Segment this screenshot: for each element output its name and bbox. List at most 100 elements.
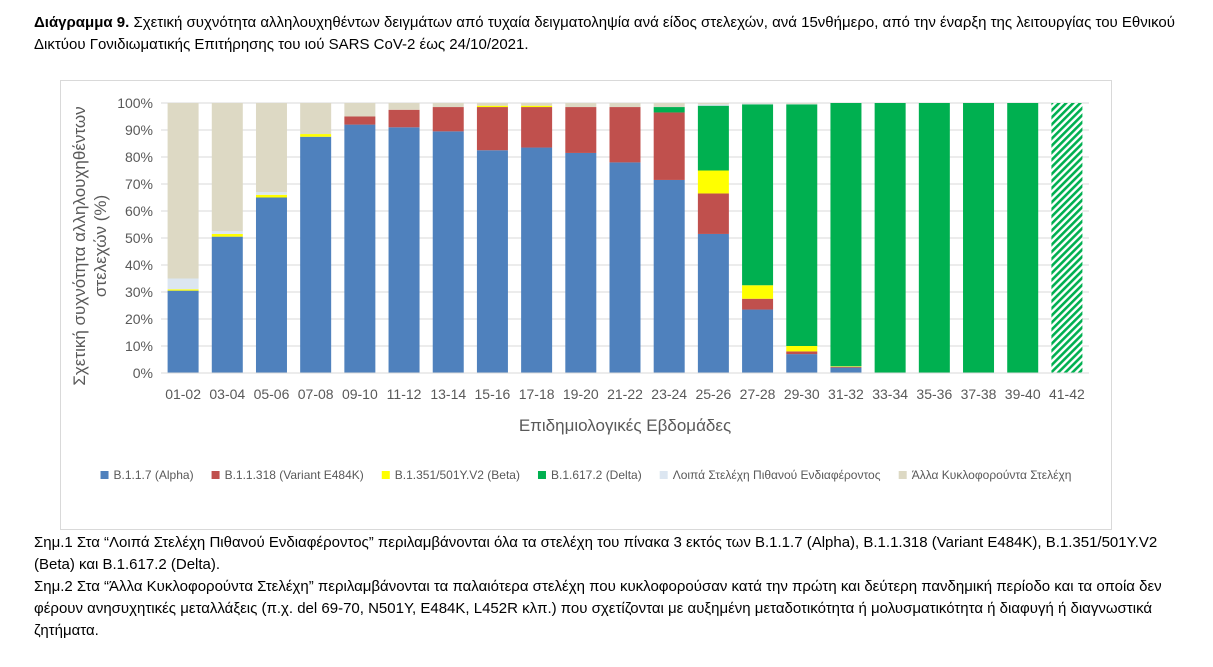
bar-segment (476, 105, 508, 108)
legend-swatch (898, 471, 907, 479)
bar-segment (211, 231, 243, 234)
bar-segment (300, 134, 332, 137)
bar-segment (565, 107, 597, 153)
bar-segment (742, 103, 774, 105)
x-tick-label: 21-22 (607, 386, 643, 402)
bar-segment (255, 194, 287, 198)
legend-item: B.1.351/501Y.V2 (Beta) (381, 468, 520, 482)
note-2: Σημ.2 Στα “Άλλα Κυκλοφορούντα Στελέχη” π… (34, 578, 1162, 639)
notes: Σημ.1 Στα “Λοιπά Στελέχη Πιθανού Ενδιαφέ… (34, 532, 1184, 642)
bar-segment (1051, 103, 1083, 373)
bar-segment (565, 152, 597, 373)
bar-segment (653, 112, 685, 180)
x-tick-label: 33-34 (872, 386, 908, 402)
bar-segment (830, 367, 862, 373)
x-tick-label: 25-26 (695, 386, 731, 402)
bar-segment (344, 103, 376, 117)
bar-segment (786, 103, 818, 105)
bar-segment (609, 103, 641, 108)
x-tick-label: 35-36 (916, 386, 952, 402)
bar-segment (476, 103, 508, 106)
y-tick-label: 10% (125, 338, 153, 354)
bar-segment (167, 278, 199, 290)
bar-segment (167, 290, 199, 373)
x-tick-label: 23-24 (651, 386, 687, 402)
legend-label: B.1.1.318 (Variant E484K) (225, 468, 364, 482)
bar-segment (432, 131, 464, 373)
bar-segment (255, 103, 287, 193)
x-tick-label: 15-16 (475, 386, 511, 402)
legend-label: B.1.617.2 (Delta) (551, 468, 642, 482)
x-tick-label: 19-20 (563, 386, 599, 402)
legend-label: B.1.351/501Y.V2 (Beta) (395, 468, 520, 482)
legend-swatch (211, 471, 220, 479)
x-tick-label: 31-32 (828, 386, 864, 402)
bar-segment (830, 366, 862, 368)
bar-segment (344, 124, 376, 373)
bar-segment (344, 116, 376, 125)
bar-segment (1007, 103, 1039, 373)
bar-segment (742, 298, 774, 310)
bar-segment (521, 147, 553, 373)
bar-segment (521, 107, 553, 148)
bar-segment (388, 127, 420, 373)
y-axis: 0% 10% 20% 30% 40% 50% 60% 70% 80% 90% 100% (117, 95, 153, 381)
bar-segment (874, 103, 906, 373)
stacked-bar-chart: 0%10%20%30%40%50%60%70%80%90%100% 01-02 0… (70, 95, 1089, 482)
legend-swatch (537, 471, 546, 479)
x-tick-label: 09-10 (342, 386, 378, 402)
legend: B.1.1.7 (Alpha) B.1.1.318 (Variant E484K)… (100, 468, 1071, 482)
bar-segment (697, 170, 729, 194)
bar-segment (963, 103, 995, 373)
bar-segment (388, 109, 420, 128)
note-1: Σημ.1 Στα “Λοιπά Στελέχη Πιθανού Ενδιαφέ… (34, 534, 1158, 573)
bar-segment (255, 192, 287, 195)
bar-segment (653, 103, 685, 108)
bar-segment (609, 162, 641, 373)
bar-segment (786, 103, 818, 104)
bar-segment (742, 103, 774, 104)
bar-segment (388, 103, 420, 110)
legend-item: B.1.1.7 (Alpha) (100, 468, 194, 482)
bar-segment (476, 150, 508, 373)
legend-item: Λοιπά Στελέχη Πιθανού Ενδιαφέροντος (659, 468, 881, 482)
y-tick-label: 50% (125, 230, 153, 246)
x-tick-label: 29-30 (784, 386, 820, 402)
chart-frame: 0% 10% 20% 30% 40% 50% 60% 70% 80% 90% 100% 01-02 0… (60, 80, 1112, 530)
bar-segment (697, 103, 729, 105)
y-axis-title-line: Σχετική συχνότητα αλληλουχηθέντων (70, 106, 89, 385)
bar-segment (432, 107, 464, 132)
bar-segment (300, 136, 332, 373)
bar-segment (255, 197, 287, 373)
x-axis: 01-02 03-04 05-06 07-08 09-10 11-12 13-14 15-16… (161, 372, 1089, 402)
x-tick-label: 11-12 (387, 386, 422, 402)
bar-segment (786, 351, 818, 355)
bar-segment (830, 366, 862, 367)
y-tick-label: 80% (125, 149, 153, 165)
x-tick-label: 03-04 (209, 386, 245, 402)
bar-segment (211, 236, 243, 373)
bar-segment (300, 103, 332, 135)
legend-swatch (659, 471, 668, 479)
bar-segment (609, 107, 641, 163)
bar-segment (786, 104, 818, 346)
bar-segment (211, 233, 243, 237)
bar-segment (742, 104, 774, 286)
y-tick-label: 90% (125, 122, 153, 138)
bar-segment (476, 107, 508, 151)
bar-segment (211, 103, 243, 232)
y-tick-label: 60% (125, 203, 153, 219)
x-tick-label: 27-28 (740, 386, 776, 402)
bar-segment (786, 346, 818, 352)
x-tick-label: 01-02 (165, 386, 201, 402)
x-tick-label: 41-42 (1049, 386, 1085, 402)
x-tick-label: 17-18 (519, 386, 555, 402)
legend-item: B.1.1.318 (Variant E484K) (211, 468, 364, 482)
legend-swatch (381, 471, 390, 479)
figure-caption: Διάγραμμα 9. Σχετική συχνότητα αλληλουχη… (34, 12, 1184, 56)
y-axis-title: Σχετική συχνότητα αλληλουχηθέντων στελεχώ… (70, 106, 110, 385)
legend-item: Άλλα Κυκλοφορούντα Στελέχη (898, 468, 1071, 482)
bar-segment (918, 103, 950, 373)
bar-segment (697, 193, 729, 234)
bar-segment (697, 105, 729, 171)
